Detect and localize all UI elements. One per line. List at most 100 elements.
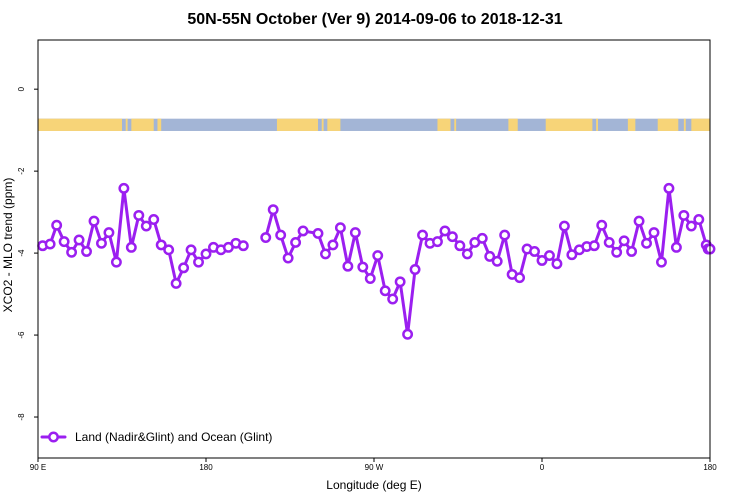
x-axis-title: Longitude (deg E)	[326, 478, 421, 492]
data-point	[626, 246, 638, 257]
data-point	[260, 232, 272, 243]
data-point	[476, 232, 488, 244]
y-tick-label: -8	[17, 413, 26, 421]
plot-frame	[37, 39, 711, 459]
data-point	[125, 241, 137, 253]
series-layer	[37, 182, 716, 340]
data-point	[66, 246, 78, 258]
data-point	[514, 272, 526, 284]
y-axis-title: XCO2 - MLO trend (ppm)	[1, 178, 15, 313]
data-point	[656, 256, 667, 268]
data-point	[484, 250, 496, 262]
data-point	[670, 241, 682, 253]
data-point	[432, 236, 443, 248]
ocean-band	[38, 118, 710, 131]
data-point	[357, 261, 369, 273]
data-point	[529, 246, 540, 257]
data-point	[596, 219, 608, 231]
data-point	[372, 250, 384, 262]
series-line	[264, 186, 708, 336]
data-point	[110, 256, 122, 268]
data-point	[693, 214, 705, 225]
legend-marker	[48, 431, 59, 443]
data-point	[327, 239, 339, 251]
data-point	[185, 244, 197, 256]
x-tick-label: 180	[703, 463, 717, 472]
data-point	[155, 239, 167, 251]
data-point	[193, 256, 204, 268]
land-segment	[683, 118, 686, 131]
land-segment	[276, 118, 318, 131]
y-tick-label: 0	[17, 86, 26, 91]
data-point	[588, 240, 600, 252]
y-tick-label: -2	[17, 167, 26, 175]
data-point	[454, 240, 466, 252]
data-point	[551, 258, 563, 270]
data-point	[58, 236, 70, 248]
data-point	[558, 220, 570, 232]
data-point	[88, 215, 100, 227]
data-point	[491, 255, 503, 267]
land-ocean-band	[38, 118, 710, 131]
data-point	[394, 276, 406, 288]
data-point	[633, 215, 645, 227]
data-point	[200, 248, 212, 260]
data-point	[566, 249, 578, 261]
data-point	[163, 244, 175, 256]
data-point	[618, 235, 630, 247]
data-point	[648, 227, 660, 239]
data-point	[118, 182, 130, 194]
data-point	[133, 209, 145, 221]
data-point	[334, 222, 346, 234]
data-point	[364, 273, 376, 284]
land-segment	[627, 118, 636, 131]
data-point	[290, 236, 302, 248]
x-tick-label: 0	[540, 463, 545, 472]
data-point	[320, 248, 331, 260]
data-point	[499, 229, 511, 241]
y-axis: 0 -2 -4 -6 -8	[17, 86, 38, 421]
data-point	[51, 219, 63, 231]
y-tick-label: -4	[17, 249, 26, 257]
data-point	[73, 234, 85, 246]
data-point	[387, 293, 399, 305]
land-segment	[38, 118, 122, 131]
land-segment	[125, 118, 128, 131]
land-segment	[508, 118, 518, 131]
data-point	[96, 237, 107, 249]
land-segment	[157, 118, 162, 131]
y-tick-label: -6	[17, 331, 26, 339]
data-point	[417, 229, 428, 241]
data-point	[282, 252, 294, 264]
land-segment	[131, 118, 154, 131]
data-point	[663, 182, 675, 194]
data-point	[178, 262, 190, 274]
land-segment	[545, 118, 593, 131]
x-axis: 90 E 180 90 W 0 180	[30, 458, 717, 472]
x-tick-label: 90 E	[30, 463, 46, 472]
data-point	[237, 240, 249, 252]
data-point	[170, 277, 182, 289]
land-segment	[327, 118, 341, 131]
data-point	[44, 238, 56, 250]
data-point	[536, 255, 548, 266]
data-point	[446, 231, 458, 243]
data-point	[342, 260, 354, 272]
data-point	[439, 225, 451, 237]
data-point	[148, 214, 160, 225]
chart-title: 50N-55N October (Ver 9) 2014-09-06 to 20…	[187, 11, 562, 28]
legend-label: Land (Nadir&Glint) and Ocean (Glint)	[75, 430, 272, 444]
data-point	[461, 248, 473, 260]
land-segment	[657, 118, 679, 131]
land-segment	[596, 118, 598, 131]
data-point	[103, 227, 115, 239]
data-point	[349, 227, 361, 239]
x-tick-label: 90 W	[365, 463, 384, 472]
data-point	[641, 237, 652, 249]
data-point	[140, 220, 152, 232]
legend: Land (Nadir&Glint) and Ocean (Glint)	[40, 430, 272, 444]
data-point	[544, 250, 555, 262]
data-point	[611, 246, 623, 258]
